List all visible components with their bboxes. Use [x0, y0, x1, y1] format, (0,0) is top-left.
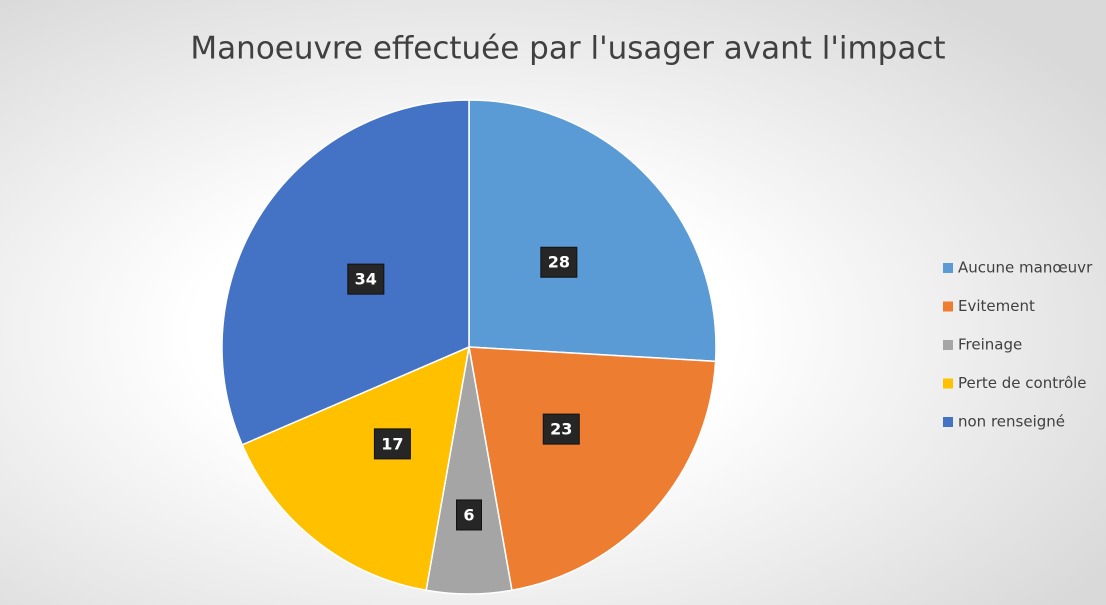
legend-label: Freinage	[958, 336, 1022, 354]
data-label: 34	[355, 270, 377, 289]
legend-label: Evitement	[958, 297, 1035, 315]
legend-label: Aucune manœuvr	[958, 259, 1093, 277]
data-label: 6	[463, 505, 474, 524]
pie-slice	[241, 345, 470, 592]
legend-label: non renseigné	[958, 413, 1065, 431]
pie-slice	[468, 99, 717, 363]
data-label-box	[456, 499, 482, 531]
chart-title: Manoeuvre effectuée par l'usager avant l…	[190, 31, 945, 67]
legend-label: Perte de contrôle	[958, 374, 1087, 392]
pie-slice	[221, 99, 470, 446]
data-label: 23	[550, 420, 572, 439]
data-label: 17	[381, 434, 403, 453]
legend-swatch	[943, 417, 953, 427]
data-label-box	[542, 413, 580, 445]
legend-swatch	[943, 378, 953, 389]
data-label-box	[347, 263, 385, 295]
legend-swatch	[943, 263, 953, 273]
data-label-box	[373, 428, 411, 460]
legend-swatch	[943, 340, 953, 350]
data-label: 28	[548, 253, 570, 272]
data-label-box	[540, 246, 578, 278]
pie-slice	[468, 346, 717, 592]
legend-swatch	[943, 301, 953, 312]
